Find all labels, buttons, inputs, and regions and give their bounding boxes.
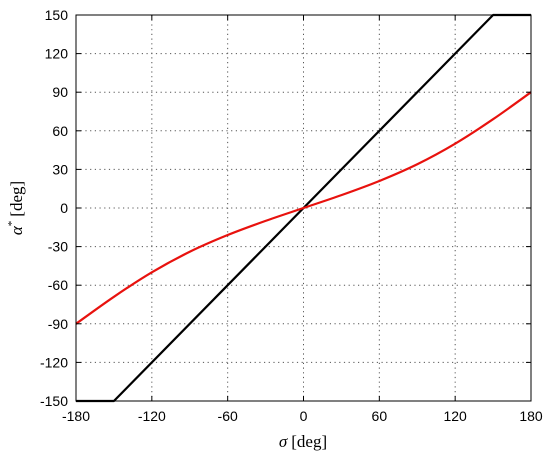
y-tick-label: 0	[60, 200, 68, 216]
y-axis-label: α*[deg]	[6, 181, 26, 235]
x-tick-label: 120	[443, 408, 467, 424]
y-tick-label: 90	[52, 84, 68, 100]
x-tick-label: 60	[372, 408, 388, 424]
tick-marks	[75, 14, 532, 402]
y-tick-label: 150	[45, 7, 69, 23]
x-tick-label: 0	[300, 408, 308, 424]
series-lines	[75, 13, 532, 403]
y-tick-label: 30	[52, 161, 68, 177]
y-tick-label: -120	[40, 354, 68, 370]
y-tick-label: -30	[48, 239, 68, 255]
y-tick-label: -60	[48, 277, 68, 293]
x-axis-label: σ [deg]	[279, 432, 327, 451]
plot-frame	[75, 14, 532, 402]
tick-labels: -180 -120 -60 0 60 120 180 -150 -120 -90 -60 -30 0 30…	[40, 7, 543, 424]
x-tick-label: -120	[138, 408, 166, 424]
x-tick-label: 180	[519, 408, 543, 424]
x-tick-label: -180	[62, 408, 90, 424]
y-tick-label: -150	[40, 393, 68, 409]
series-line-2	[75, 91, 532, 325]
x-tick-label: -60	[218, 408, 238, 424]
y-tick-label: 60	[52, 123, 68, 139]
y-tick-label: -90	[48, 316, 68, 332]
y-tick-label: 120	[45, 46, 69, 62]
